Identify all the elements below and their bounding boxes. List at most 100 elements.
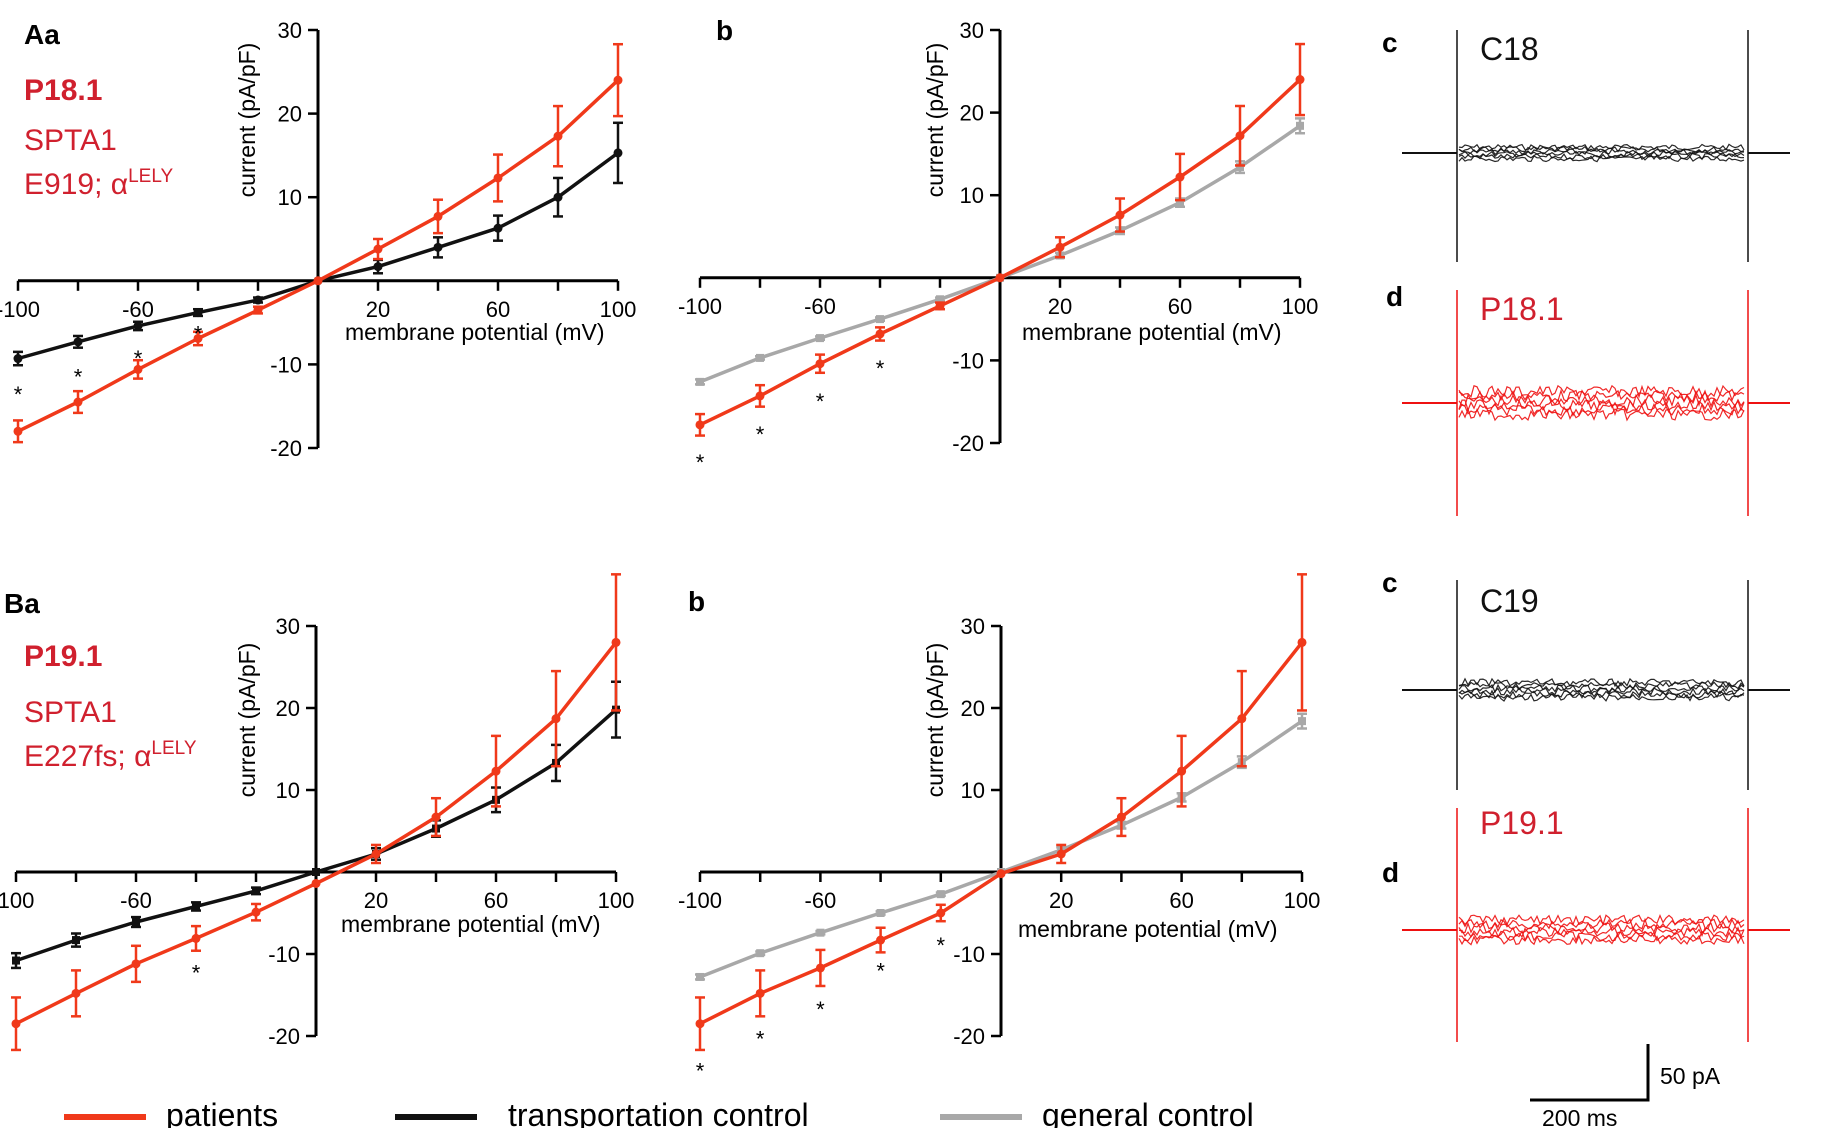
y-tick-label: -20 [270, 436, 302, 461]
data-point [313, 276, 323, 286]
y-axis-title: current (pA/pF) [234, 643, 260, 798]
data-point [936, 890, 945, 899]
trace-sweep [1458, 384, 1745, 399]
y-tick-label: 20 [961, 696, 985, 721]
data-point [696, 972, 704, 981]
trace-sweep [1458, 145, 1745, 153]
trace-panel-label-c1: c [1382, 27, 1398, 58]
data-point [815, 359, 825, 369]
data-point [11, 1019, 21, 1029]
data-point [312, 868, 320, 876]
y-tick-label: -10 [270, 352, 302, 377]
y-tick-label: -10 [953, 942, 985, 967]
trace-name-P18: P18.1 [1480, 291, 1564, 327]
y-tick-label: 10 [278, 185, 302, 210]
data-point [1298, 717, 1306, 726]
y-tick-label: 20 [278, 102, 302, 127]
y-tick-label: 10 [961, 778, 985, 803]
trace-sweep [1458, 407, 1745, 422]
legend: patients transportation control general … [64, 1097, 1254, 1128]
data-point [132, 918, 140, 927]
x-axis-title: membrane potential (mV) [1022, 319, 1282, 345]
data-point [13, 354, 23, 364]
data-point [816, 928, 825, 937]
y-tick-label: -10 [952, 348, 984, 373]
data-point [695, 420, 705, 430]
series-patients [11, 573, 621, 1052]
data-point [1056, 849, 1066, 859]
x-tick-label: 60 [1169, 888, 1193, 913]
gene-label-B: SPTA1 [24, 696, 117, 729]
data-point [613, 75, 623, 85]
x-tick-label: -60 [805, 888, 837, 913]
legend-label-transportation-control: transportation control [508, 1097, 809, 1128]
trace-panel-label-c2: c [1382, 567, 1398, 598]
series-patients [13, 42, 623, 444]
panel-label-Bb: b [688, 586, 705, 617]
data-point [72, 936, 80, 945]
y-axis-title: current (pA/pF) [922, 643, 948, 798]
data-point [13, 426, 23, 436]
data-point [936, 908, 946, 918]
panel-label-Ab: b [716, 15, 733, 46]
data-point [935, 301, 945, 311]
iv-plot-Bb: -100 -60 20 60 100 -20 -10 10 20 30 membrane poten… [678, 573, 1320, 1084]
trace-sweep [1458, 152, 1745, 161]
variant-label-A: E919; αLELY [24, 166, 173, 201]
legend-label-general-control: general control [1042, 1097, 1254, 1128]
x-tick-label: 20 [364, 888, 388, 913]
significance-star: * [134, 346, 143, 371]
variant-label-B: E227fs; αLELY [24, 738, 197, 773]
data-point [995, 273, 1005, 283]
x-tick-label: -100 [678, 888, 722, 913]
data-point [996, 869, 1006, 879]
data-point [755, 988, 765, 998]
data-point [253, 305, 263, 315]
scale-bar-time-label: 200 ms [1542, 1105, 1617, 1128]
data-point [12, 956, 20, 965]
patient-id-P18: P18.1 [24, 74, 102, 107]
data-point [133, 321, 143, 331]
data-point [71, 988, 81, 998]
current-trace-P18 [1402, 290, 1790, 516]
trace-sweep [1458, 917, 1745, 930]
data-point [553, 192, 563, 202]
data-point [192, 902, 200, 911]
data-point [1236, 163, 1244, 172]
data-point [253, 295, 263, 305]
data-point [311, 878, 321, 888]
y-tick-label: -20 [952, 431, 984, 456]
significance-star: * [756, 422, 765, 447]
y-tick-label: -10 [268, 942, 300, 967]
data-point [251, 907, 261, 917]
x-tick-label: -60 [122, 297, 154, 322]
data-point [1235, 131, 1245, 141]
data-point [133, 364, 143, 374]
panel-label-Aa: Aa [24, 19, 60, 50]
data-point [876, 909, 885, 917]
significance-star: * [816, 997, 825, 1022]
current-trace-P19 [1402, 808, 1790, 1042]
x-axis-title: membrane potential (mV) [341, 911, 601, 937]
data-point [1115, 210, 1125, 220]
data-point [695, 1019, 705, 1029]
data-point [371, 849, 381, 859]
legend-label-patients: patients [166, 1097, 278, 1128]
significance-star: * [696, 450, 705, 475]
y-tick-label: -20 [953, 1024, 985, 1049]
x-tick-label: -100 [678, 294, 722, 319]
y-tick-label: 20 [276, 696, 300, 721]
trace-sweep [1458, 692, 1745, 702]
data-point [433, 211, 443, 221]
trace-sweep [1458, 934, 1745, 946]
data-point [252, 886, 260, 895]
y-tick-label: 30 [961, 614, 985, 639]
x-tick-label: 60 [486, 297, 510, 322]
data-point [1237, 714, 1247, 724]
trace-sweep [1458, 687, 1745, 697]
data-point [551, 714, 561, 724]
data-point [875, 329, 885, 339]
current-trace-C18 [1402, 30, 1790, 262]
x-tick-label: -60 [120, 888, 152, 913]
y-tick-label: 10 [276, 778, 300, 803]
